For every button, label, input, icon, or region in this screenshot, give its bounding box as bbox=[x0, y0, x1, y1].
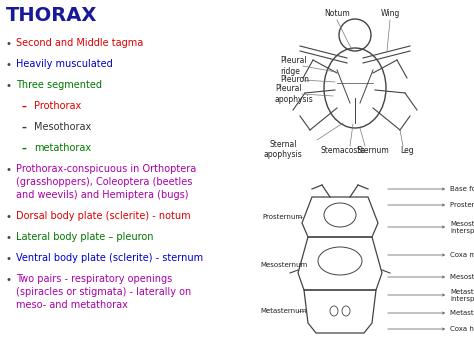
Text: –: – bbox=[22, 144, 27, 154]
Text: Mesosternum: Mesosternum bbox=[260, 262, 307, 268]
Text: Leg: Leg bbox=[400, 146, 414, 155]
Text: •: • bbox=[6, 39, 12, 49]
Text: Heavily musculated: Heavily musculated bbox=[16, 59, 113, 69]
Text: Coxa midleg: Coxa midleg bbox=[450, 252, 474, 258]
Text: Ventral body plate (sclerite) - sternum: Ventral body plate (sclerite) - sternum bbox=[16, 253, 203, 263]
Text: •: • bbox=[6, 212, 12, 222]
Text: –: – bbox=[22, 123, 27, 133]
Text: •: • bbox=[6, 233, 12, 243]
Text: Pleural
ridge: Pleural ridge bbox=[280, 56, 307, 76]
Text: Metasternum: Metasternum bbox=[260, 308, 306, 314]
Text: Prothorax: Prothorax bbox=[34, 101, 81, 111]
Text: Metasternal
interspace: Metasternal interspace bbox=[450, 289, 474, 301]
Text: Mesosternal
interspace: Mesosternal interspace bbox=[450, 220, 474, 234]
Text: metathorax: metathorax bbox=[34, 143, 91, 153]
Text: •: • bbox=[6, 165, 12, 175]
Text: Three segmented: Three segmented bbox=[16, 80, 102, 90]
Text: •: • bbox=[6, 60, 12, 70]
Text: Mesosternal lobe: Mesosternal lobe bbox=[450, 274, 474, 280]
Text: Two pairs - respiratory openings
(spiracles or stigmata) - laterally on
meso- an: Two pairs - respiratory openings (spirac… bbox=[16, 274, 191, 310]
Text: Dorsal body plate (sclerite) - notum: Dorsal body plate (sclerite) - notum bbox=[16, 211, 191, 221]
Text: Base foreleg: Base foreleg bbox=[450, 186, 474, 192]
Text: –: – bbox=[22, 102, 27, 112]
Text: Prosternum: Prosternum bbox=[262, 214, 302, 220]
Text: •: • bbox=[6, 254, 12, 264]
Text: Sternal
apophysis: Sternal apophysis bbox=[264, 140, 302, 159]
Text: •: • bbox=[6, 81, 12, 91]
Text: Pleuron: Pleuron bbox=[280, 76, 309, 84]
Text: THORAX: THORAX bbox=[6, 6, 97, 25]
Text: Pleural
apophysis: Pleural apophysis bbox=[275, 84, 314, 104]
Text: Metasternal lobe: Metasternal lobe bbox=[450, 310, 474, 316]
Text: Wing: Wing bbox=[380, 9, 400, 18]
Text: Lateral body plate – pleuron: Lateral body plate – pleuron bbox=[16, 232, 154, 242]
Text: Notum: Notum bbox=[324, 9, 350, 18]
Text: Coxa hindleg: Coxa hindleg bbox=[450, 326, 474, 332]
Text: Second and Middle tagma: Second and Middle tagma bbox=[16, 38, 143, 48]
Text: Mesothorax: Mesothorax bbox=[34, 122, 91, 132]
Text: Prothorax-conspicuous in Orthoptera
(grasshoppers), Coleoptera (beetles
and weev: Prothorax-conspicuous in Orthoptera (gra… bbox=[16, 164, 196, 200]
Text: Prosternal spine: Prosternal spine bbox=[450, 202, 474, 208]
Text: Sternum: Sternum bbox=[356, 146, 389, 155]
Text: Stemacosta: Stemacosta bbox=[320, 146, 365, 155]
Text: •: • bbox=[6, 275, 12, 285]
